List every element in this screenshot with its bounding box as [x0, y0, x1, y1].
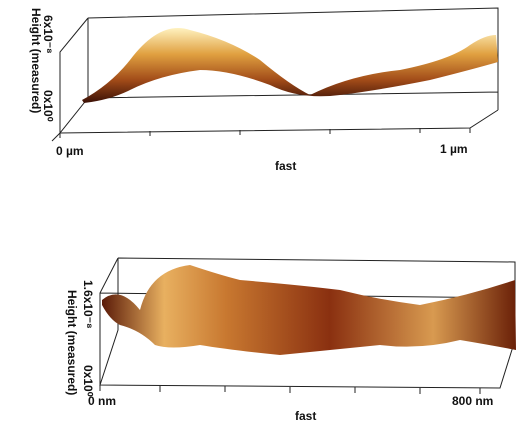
- x-start-label: 0 nm: [88, 394, 116, 408]
- x-axis-label: fast: [275, 159, 296, 173]
- x-start-label: 0 µm: [56, 144, 84, 158]
- panel-2: Height (measured) 1.6x10⁻⁸ 0x10⁰ 0 nm 80…: [65, 257, 516, 423]
- surface: [82, 28, 498, 103]
- z-top-label: 6x10⁻⁸: [41, 15, 55, 54]
- tick-marks: [51, 128, 471, 142]
- z-axis-label: Height (measured): [29, 8, 43, 113]
- z-axis-label: Height (measured): [65, 290, 79, 395]
- x-end-label: 800 nm: [452, 394, 493, 408]
- tick-marks: [99, 385, 481, 394]
- x-end-label: 1 µm: [440, 142, 468, 156]
- z-bottom-label: 0x10⁰: [81, 365, 95, 397]
- panel-1: Height (measured) 6x10⁻⁸ 0x10⁰ 0 µm 1 µm…: [29, 7, 499, 173]
- z-top-label: 1.6x10⁻⁸: [81, 280, 95, 329]
- z-bottom-label: 0x10⁰: [41, 90, 55, 122]
- surface: [102, 265, 516, 355]
- x-axis-label: fast: [295, 409, 316, 423]
